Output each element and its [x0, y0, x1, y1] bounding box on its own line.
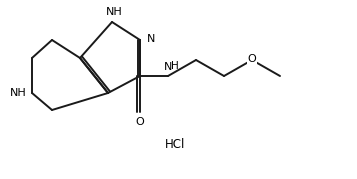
Text: N: N	[147, 34, 155, 44]
Text: NH: NH	[10, 88, 27, 98]
Text: HCl: HCl	[165, 139, 185, 151]
Text: N: N	[164, 62, 172, 72]
Text: NH: NH	[106, 7, 122, 17]
Text: O: O	[248, 54, 256, 64]
Text: O: O	[136, 117, 144, 127]
Text: H: H	[171, 61, 179, 71]
